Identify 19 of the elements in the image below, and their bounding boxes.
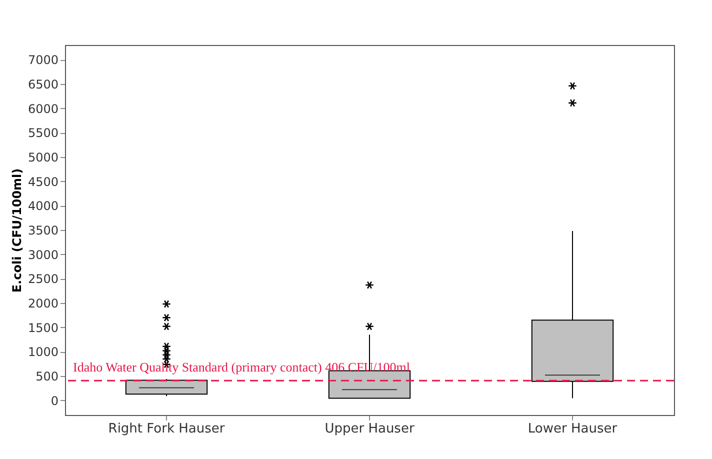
y-tick-label: 1500 bbox=[28, 320, 58, 335]
y-tick-label: 3000 bbox=[28, 248, 58, 262]
y-tick-label: 6500 bbox=[28, 77, 58, 92]
y-axis-title: E.coli (CFU/100ml) bbox=[10, 168, 24, 293]
x-tick-label: Lower Hauser bbox=[528, 422, 618, 436]
y-tick-label: 4500 bbox=[28, 174, 58, 189]
y-tick-label: 500 bbox=[36, 370, 58, 384]
y-tick-label: 6000 bbox=[28, 102, 58, 116]
y-tick-label: 5000 bbox=[28, 150, 58, 164]
y-tick-label: 1000 bbox=[28, 345, 58, 360]
y-tick-label: 5500 bbox=[28, 126, 58, 140]
y-tick-label: 3500 bbox=[28, 224, 58, 238]
y-tick-label: 0 bbox=[50, 394, 58, 408]
x-tick-label: Right Fork Hauser bbox=[108, 422, 226, 436]
x-tick-label: Upper Hauser bbox=[324, 422, 415, 436]
y-tick-label: 2000 bbox=[28, 296, 58, 311]
y-tick-label: 7000 bbox=[28, 53, 58, 68]
y-tick-label: 4000 bbox=[28, 199, 58, 214]
y-tick-label: 2500 bbox=[28, 272, 58, 286]
